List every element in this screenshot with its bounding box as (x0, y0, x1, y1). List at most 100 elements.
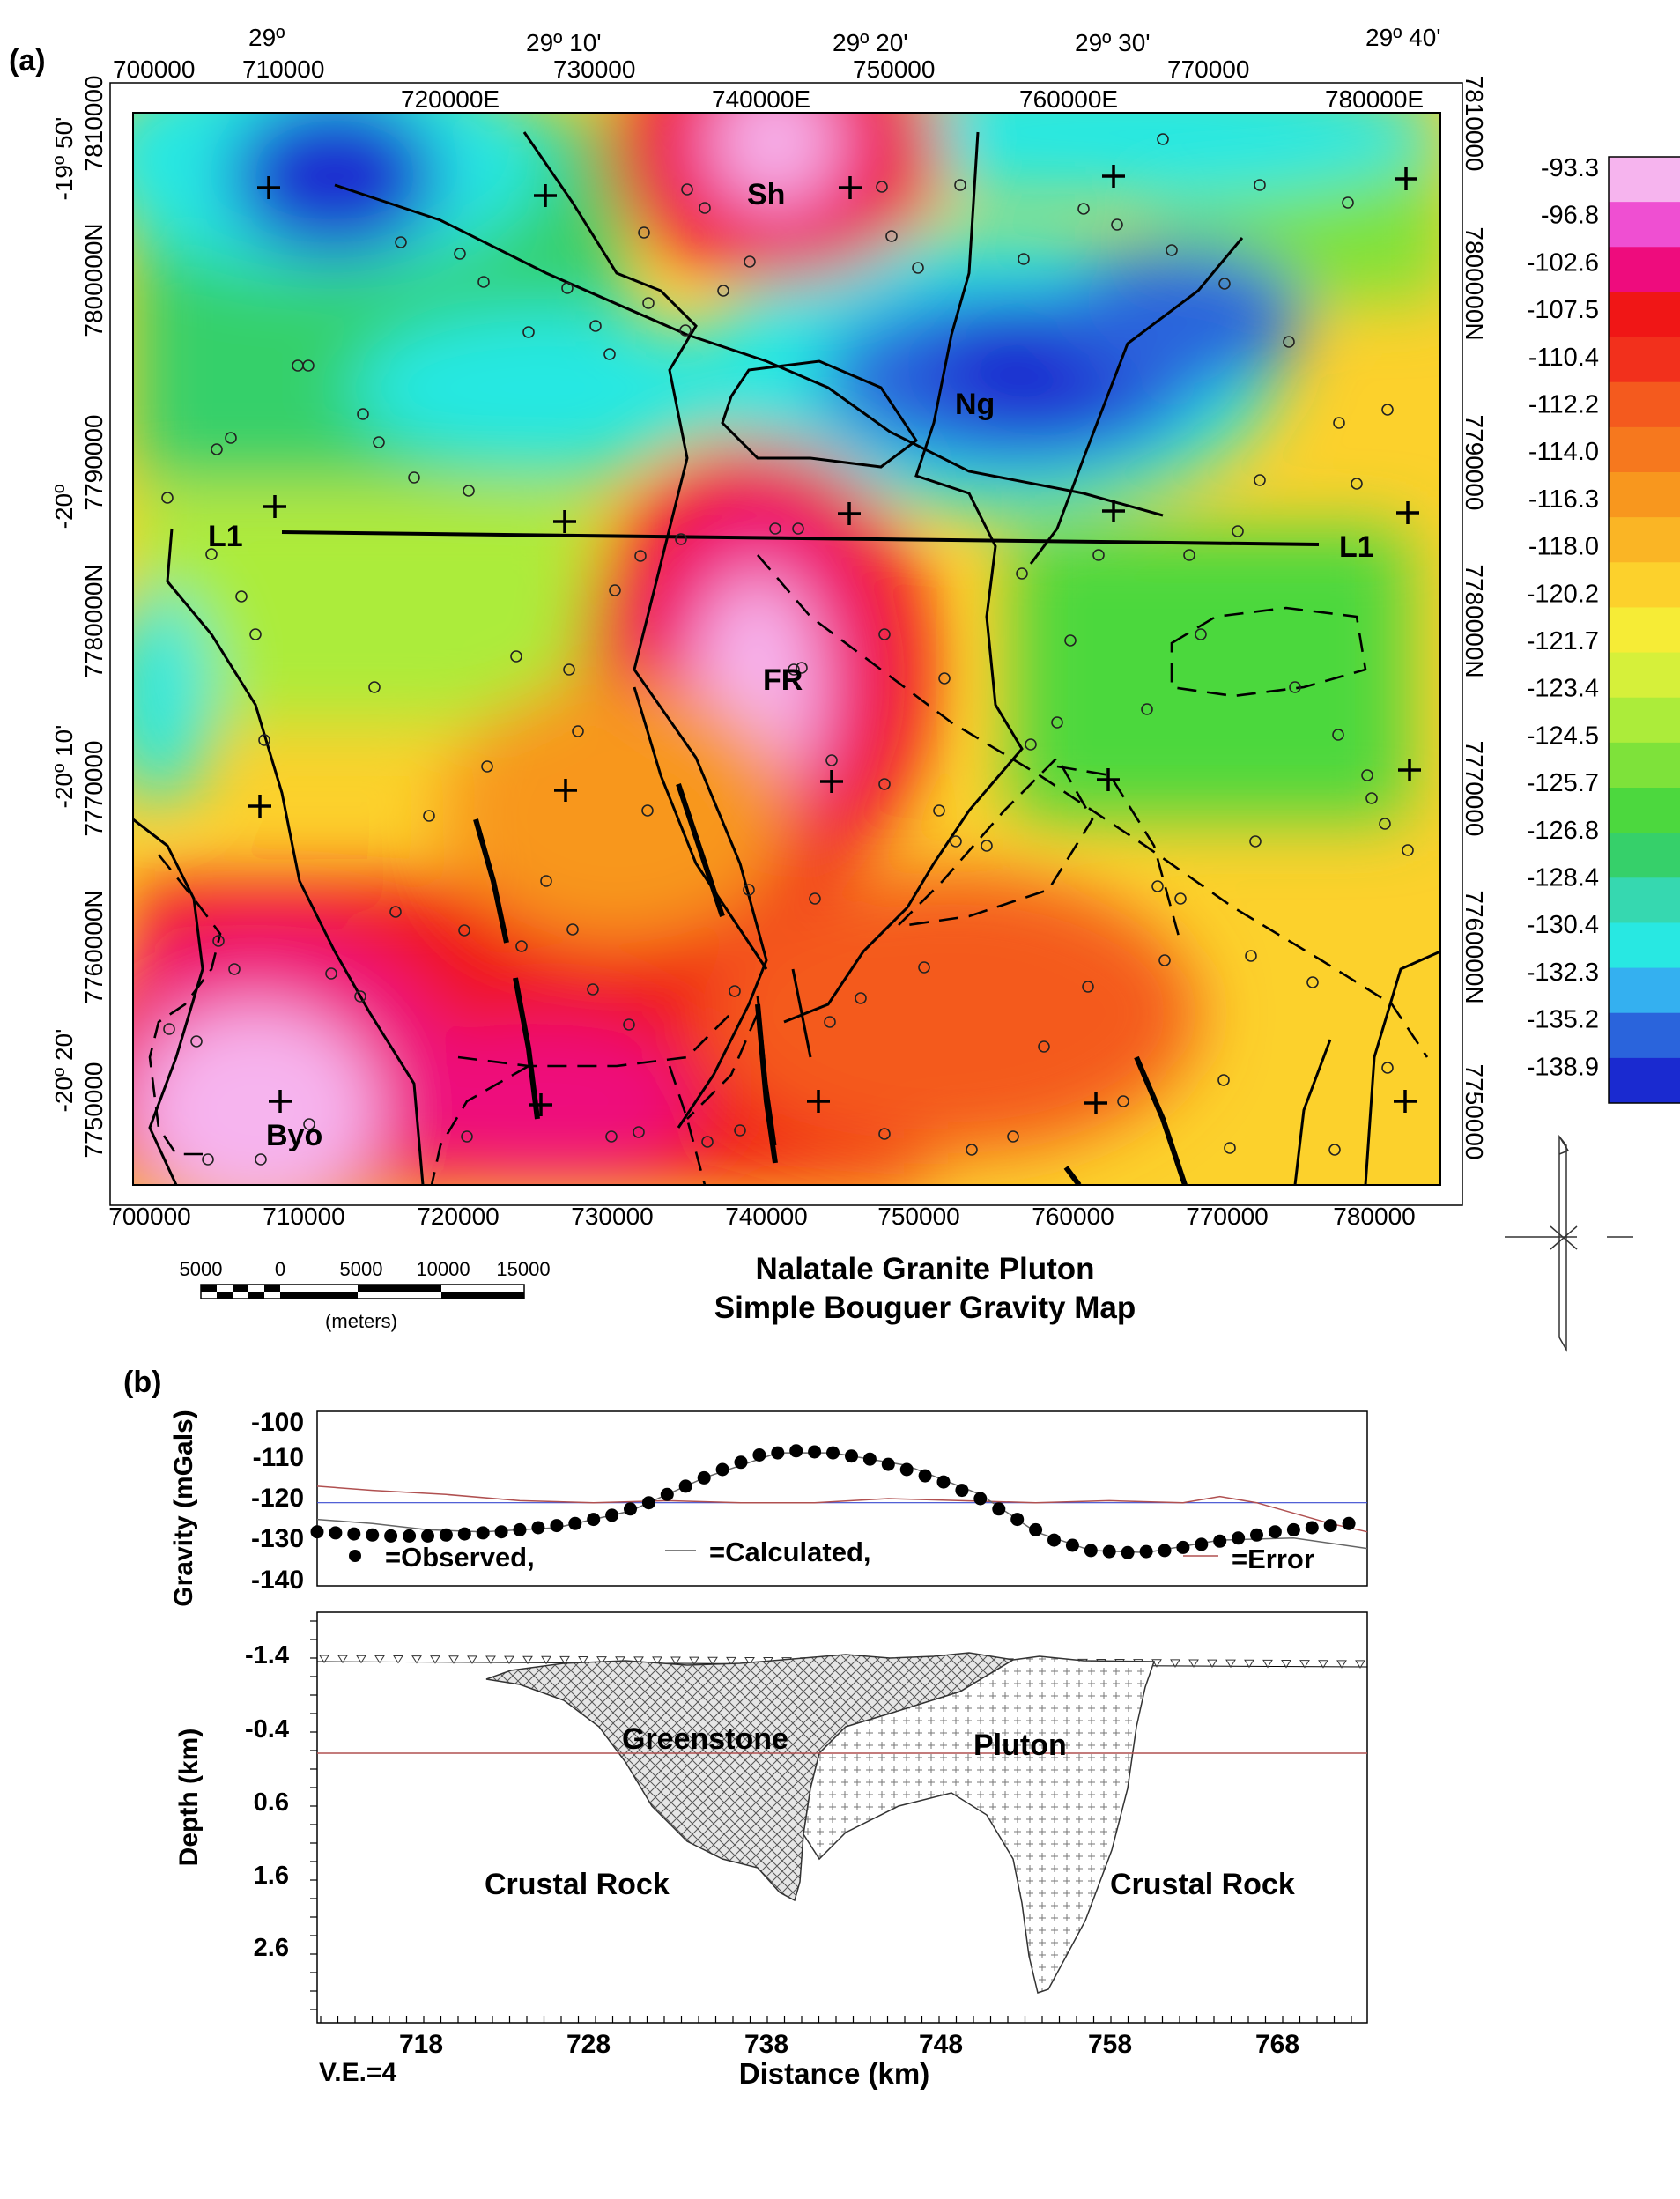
svg-text:750000: 750000 (877, 1203, 959, 1230)
gravity-ylabel: Gravity (mGals) (169, 1410, 198, 1606)
station-triangle (541, 1655, 551, 1665)
station-triangle (1207, 1659, 1217, 1669)
observed-point (1323, 1519, 1337, 1533)
observed-point (1286, 1522, 1300, 1536)
colorbar-swatch (1609, 967, 1680, 1014)
colorbar-label: -126.8 (1527, 817, 1599, 845)
station-triangle (337, 1655, 348, 1664)
svg-text:-20º: -20º (50, 485, 78, 529)
svg-text:780000: 780000 (1333, 1203, 1415, 1230)
svg-text:0.6: 0.6 (254, 1788, 289, 1817)
observed-point (1176, 1540, 1190, 1554)
label-fr: FR (763, 663, 803, 697)
panel-b: (b) Gravity (mGals) -100 -110 -120 -130 … (123, 1366, 1368, 2090)
colorbar-label: -107.5 (1527, 296, 1599, 324)
legend-error: =Error (1232, 1544, 1314, 1574)
label-crustal-left: Crustal Rock (485, 1868, 670, 1901)
label-l1-left: L1 (208, 520, 243, 553)
colorbar-label: -125.7 (1527, 769, 1599, 797)
station-triangle (652, 1656, 662, 1665)
observed-point (605, 1508, 619, 1522)
map-outer-frame (109, 82, 1463, 1206)
observed-point (1232, 1531, 1246, 1545)
colorbar-frame (1608, 156, 1680, 1104)
observed-point (862, 1452, 877, 1466)
station-triangle (578, 1656, 588, 1665)
station-triangle (522, 1655, 533, 1665)
observed-point (1195, 1537, 1209, 1551)
svg-text:780000E: 780000E (1325, 85, 1424, 113)
observed-point (789, 1444, 803, 1458)
colorbar-swatch (1609, 562, 1680, 608)
svg-text:7790000: 7790000 (1461, 414, 1488, 510)
observed-point (421, 1529, 434, 1543)
svg-text:1.6: 1.6 (254, 1862, 289, 1890)
colorbar-swatch (1609, 517, 1680, 563)
utm-bottom: 700000 710000 720000 730000 740000 75000… (108, 1203, 1415, 1230)
svg-text:10000: 10000 (416, 1258, 470, 1280)
svg-text:760000: 760000 (1032, 1203, 1114, 1230)
map-title-line2: Simple Bouguer Gravity Map (714, 1291, 1136, 1325)
colorbar-label: -138.9 (1527, 1053, 1599, 1081)
station-triangle (726, 1656, 736, 1666)
observed-point (881, 1457, 895, 1471)
x-minor-ticks (320, 2016, 1352, 2023)
svg-text:15000: 15000 (496, 1258, 550, 1280)
svg-text:7780000N: 7780000N (1461, 564, 1488, 677)
svg-text:740000E: 740000E (712, 85, 810, 113)
colorbar-swatch (1609, 157, 1680, 203)
colorbar-label: -110.4 (1528, 344, 1599, 372)
dashed-contacts (148, 554, 1429, 1185)
observed-point (899, 1462, 914, 1477)
observed-point (936, 1475, 951, 1489)
panel-a: (a) (9, 24, 1680, 1352)
observed-point (439, 1528, 453, 1542)
colorbar-label: -130.4 (1527, 911, 1599, 939)
colorbar-swatch (1609, 292, 1680, 338)
observed-point (457, 1527, 471, 1541)
colorbar-swatch (1609, 607, 1680, 654)
colorbar-swatch (1609, 202, 1680, 248)
svg-text:-130: -130 (251, 1524, 304, 1553)
gravity-legend: =Observed, =Calculated, =Error (349, 1536, 1314, 1574)
observed-point (973, 1492, 988, 1506)
depth-ticks: -1.4 -0.4 0.6 1.6 2.6 (245, 1641, 289, 1962)
colorbar-label: -120.2 (1527, 580, 1599, 608)
observed-point (734, 1455, 748, 1470)
svg-text:700000: 700000 (113, 56, 195, 83)
svg-text:29º 40': 29º 40' (1365, 24, 1441, 51)
colorbar-label: -128.4 (1527, 864, 1599, 892)
svg-text:7760000N: 7760000N (80, 890, 107, 1003)
colorbar-swatch (1609, 247, 1680, 292)
svg-text:728: 728 (566, 2030, 611, 2059)
observed-point (1158, 1544, 1172, 1558)
svg-text:770000: 770000 (1186, 1203, 1268, 1230)
observed-point (678, 1479, 692, 1493)
legend-calculated: =Calculated, (709, 1536, 871, 1567)
svg-text:7750000: 7750000 (1461, 1063, 1488, 1159)
svg-text:760000E: 760000E (1019, 85, 1118, 113)
colorbar-label: -96.8 (1541, 202, 1599, 230)
colorbar-swatch (1609, 426, 1680, 473)
utm-top-outer: 700000 710000 730000 750000 770000 (113, 56, 1249, 83)
svg-text:29º 30': 29º 30' (1075, 29, 1151, 56)
svg-text:-20º 20': -20º 20' (50, 1029, 78, 1113)
colorbar-swatch (1609, 337, 1680, 383)
label-ng: Ng (955, 388, 995, 421)
colorbar-swatch (1609, 877, 1680, 923)
observed-point (513, 1522, 527, 1536)
observed-point (624, 1502, 637, 1516)
svg-text:710000: 710000 (242, 56, 324, 83)
station-triangle (596, 1656, 607, 1665)
observed-point (771, 1446, 785, 1460)
northing-left: 7810000 7800000N 7790000 7780000N 777000… (80, 75, 107, 1158)
svg-text:720000E: 720000E (401, 85, 500, 113)
station-triangle (374, 1655, 385, 1664)
svg-text:750000: 750000 (853, 56, 935, 83)
svg-text:-0.4: -0.4 (245, 1715, 289, 1744)
observed-point (641, 1496, 655, 1510)
station-triangle (670, 1656, 681, 1665)
observed-point (366, 1528, 380, 1542)
colorbar-swatch (1609, 381, 1680, 428)
svg-text:(meters): (meters) (325, 1310, 397, 1332)
